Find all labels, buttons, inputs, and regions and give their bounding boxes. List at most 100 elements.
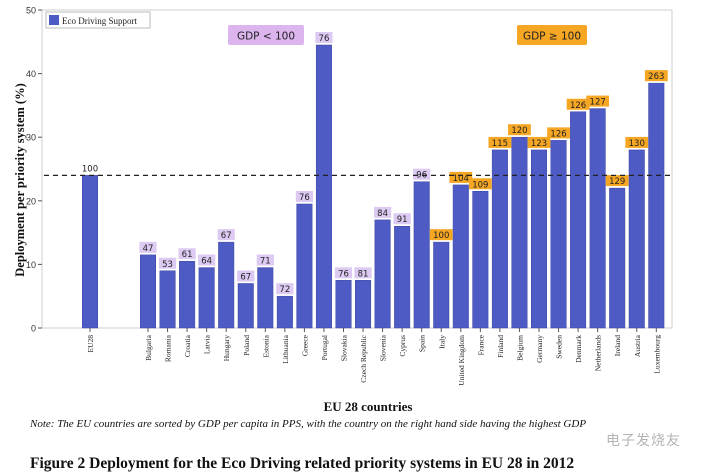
gdp-label-greece: 76 [299,193,310,203]
x-tick-label: Ireland [613,335,622,356]
x-tick-label: Austria [633,334,642,357]
gdp-label-bg [625,136,649,148]
bar-sweden [550,140,567,329]
x-tick-label: Italy [437,335,446,349]
x-tick-label: Hungary [222,335,231,361]
bar-united-kingdom [452,184,469,329]
bar-hungary [218,241,235,329]
bar-germany [531,149,547,329]
bar-latvia [198,267,215,329]
gdp-label-bg [605,175,629,187]
gdp-label-denmark: 126 [570,101,586,111]
x-tick-label: Slovakia [340,334,349,361]
x-tick-label: Spain [418,335,427,352]
gdp-label-bg [586,95,610,107]
gdp-group-high: GDP ≥ 100 [517,25,587,45]
x-tick-label: Cyprus [398,335,407,357]
watermark: 电子发烧友 [606,433,681,449]
gdp-label-bg [256,254,274,266]
x-tick-label: United Kingdom [457,335,466,386]
y-tick-label: 40 [26,69,36,79]
y-tick-label: 10 [26,260,36,270]
gdp-label-lithuania: 72 [279,285,290,295]
x-axis-tick-labels: EU28 Bulgaria Romania Croatia Latvia Hungary P… [86,328,661,386]
x-tick-label: Germany [535,335,544,363]
bar-portugal [315,44,332,329]
x-tick-label: Czech Republic [359,334,368,382]
x-axis-title: EU 28 countries [324,399,413,414]
y-tick-label: 0 [31,324,36,334]
gdp-label-bg [413,168,431,180]
gdp-label-netherlands: 127 [590,98,606,108]
bar-eu28 [82,175,98,329]
gdp-group-high-box [517,25,587,45]
x-tick-label: Latvia [203,334,212,354]
gdp-label-bg [158,257,177,269]
gdp-label-poland: 67 [240,272,251,282]
gdp-label-eu28: 100 [82,164,98,174]
bar-spain [413,181,430,329]
bar-finland [491,149,508,329]
x-tick-label: Netherlands [594,335,603,371]
gdp-group-high-label: GDP ≥ 100 [523,31,581,43]
x-tick-label: Estonia [261,334,270,357]
gdp-label-latvia: 64 [201,257,212,267]
gdp-label-bg [527,136,551,148]
gdp-label-bg [276,283,294,295]
x-tick-label: Romania [164,334,173,362]
x-tick-label: Luxembourg [652,335,661,374]
x-tick-label: France [476,334,485,355]
x-tick-label: Poland [242,335,251,356]
gdp-label-estonia: 71 [260,257,271,267]
gdp-label-portugal: 76 [319,34,330,44]
bar-poland [237,283,254,329]
bar-estonia [257,267,274,329]
gdp-label-bg [449,171,473,183]
gdp-label-sweden: 126 [550,129,566,139]
x-tick-label: Denmark [574,335,583,363]
gdp-label-hungary: 67 [221,231,232,241]
x-tick-label: Finland [496,335,505,358]
gdp-label-bg [178,248,196,260]
gdp-label-slovakia: 76 [338,269,349,279]
x-tick-label: EU28 [86,335,95,353]
gdp-label-germany: 123 [531,139,547,149]
bar-cyprus [394,225,411,329]
x-tick-label: Sweden [555,335,564,359]
legend-swatch [49,15,59,25]
gdp-label-bg [566,98,590,110]
x-tick-label: Greece [300,334,309,356]
gdp-label-bg [139,241,157,253]
gdp-label-luxembourg: 263 [648,72,664,82]
gdp-label-bg [217,229,235,241]
y-axis-title: Deployment per priority system (%) [13,83,27,276]
gdp-group-low: GDP < 100 [228,25,304,45]
legend-label: Eco Driving Support [62,16,137,26]
gdp-label-bg [393,213,411,225]
bar-lithuania [276,295,293,329]
gdp-label-bg [468,178,492,190]
bar-france [472,191,489,329]
y-tick-label: 30 [26,133,36,143]
bar-slovakia [335,280,352,329]
bar-greece [296,203,313,329]
bar-czech-republic [355,280,372,329]
gdp-label-bg [198,254,216,266]
gdp-label-finland: 115 [492,139,508,149]
gdp-label-bg [644,70,668,82]
x-tick-label: Bulgaria [144,334,153,360]
gdp-label-italy: 100 [433,231,449,241]
gdp-group-low-label: GDP < 100 [237,31,295,43]
bar-luxembourg [648,82,665,329]
bar-austria [628,149,645,329]
bar-italy [433,241,450,329]
gdp-group-low-box [228,25,304,45]
gdp-label-bg [237,270,255,282]
x-tick-label: Portugal [320,335,329,360]
gdp-label-austria: 130 [629,139,645,149]
y-tick-label: 50 [26,6,36,16]
x-tick-label: Lithuania [281,334,290,363]
gdp-label-slovenia: 84 [377,209,388,219]
